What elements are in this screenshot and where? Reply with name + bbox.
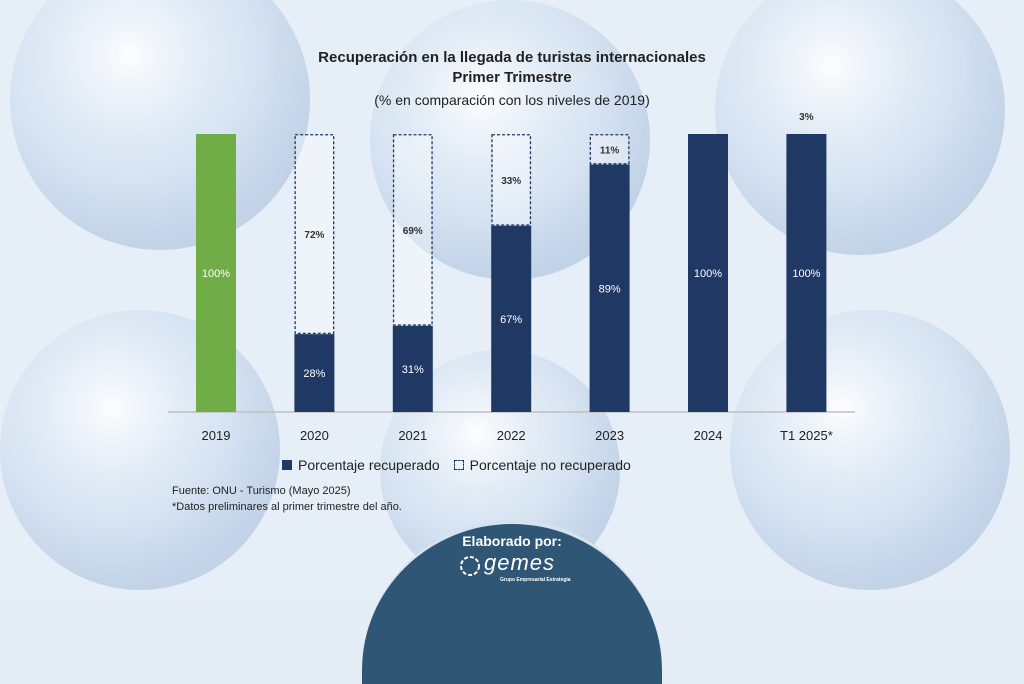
legend: Porcentaje recuperado Porcentaje no recu…: [282, 457, 645, 473]
gemes-logo-icon: [460, 556, 480, 576]
x-tick-label: 2019: [202, 428, 231, 443]
bar-not-recovered: [392, 134, 433, 326]
data-label-not-recovered: 3%: [799, 112, 814, 123]
chart-subtitle: (% en comparación con los niveles de 201…: [374, 92, 650, 108]
data-label-not-recovered: 72%: [304, 230, 324, 241]
data-label-not-recovered: 33%: [501, 176, 521, 187]
bar-chart: 100% 2019 28% 72% 2020 31% 69% 2021 67% 33% 2022 89…: [168, 112, 855, 443]
source-note: Fuente: ONU - Turismo (Mayo 2025): [172, 485, 351, 497]
footnote: *Datos preliminares al primer trimestre …: [172, 501, 402, 513]
legend-item-recovered: Porcentaje recuperado: [282, 457, 440, 473]
bar-recovered: [392, 325, 433, 412]
x-tick-label: 2022: [497, 428, 526, 443]
legend-swatch-solid: [282, 460, 292, 470]
data-label-recovered: 100%: [694, 268, 722, 280]
data-label-recovered: 67%: [500, 314, 522, 326]
bar-not-recovered: [589, 134, 630, 165]
x-tick-label: 2021: [398, 428, 427, 443]
legend-item-not-recovered: Porcentaje no recuperado: [453, 457, 631, 473]
bar-recovered: [491, 225, 532, 412]
x-tick-label: 2020: [300, 428, 329, 443]
legend-label-recovered: Porcentaje recuperado: [298, 457, 440, 473]
x-tick-label: 2024: [694, 428, 723, 443]
chart-title-line2: Primer Trimestre: [452, 69, 572, 86]
x-tick-label: T1 2025*: [780, 428, 833, 443]
chart-title: Recuperación en la llegada de turistas i…: [318, 49, 706, 66]
made-by-label: Elaborado por:: [462, 533, 562, 549]
data-label-not-recovered: 69%: [403, 226, 423, 237]
logo-wordmark: gemes: [484, 550, 556, 575]
data-label-recovered: 31%: [402, 364, 424, 376]
bar-recovered: [196, 134, 236, 412]
bar-recovered: [786, 134, 827, 412]
x-tick-label: 2023: [595, 428, 624, 443]
legend-label-not-recovered: Porcentaje no recuperado: [469, 457, 631, 473]
data-label-recovered: 28%: [303, 368, 325, 380]
bar-not-recovered: [491, 134, 532, 226]
data-label-recovered: 100%: [792, 268, 820, 280]
bar-recovered: [589, 164, 630, 412]
logo-tagline: Grupo Empresarial Estrategia: [500, 577, 571, 583]
bar-recovered: [688, 134, 728, 412]
legend-swatch-dashed: [453, 460, 464, 470]
data-label-recovered: 89%: [599, 283, 621, 295]
data-label-recovered: 100%: [202, 268, 230, 280]
data-label-not-recovered: 11%: [600, 145, 620, 156]
bar-not-recovered: [294, 134, 335, 335]
bar-recovered: [294, 334, 335, 412]
